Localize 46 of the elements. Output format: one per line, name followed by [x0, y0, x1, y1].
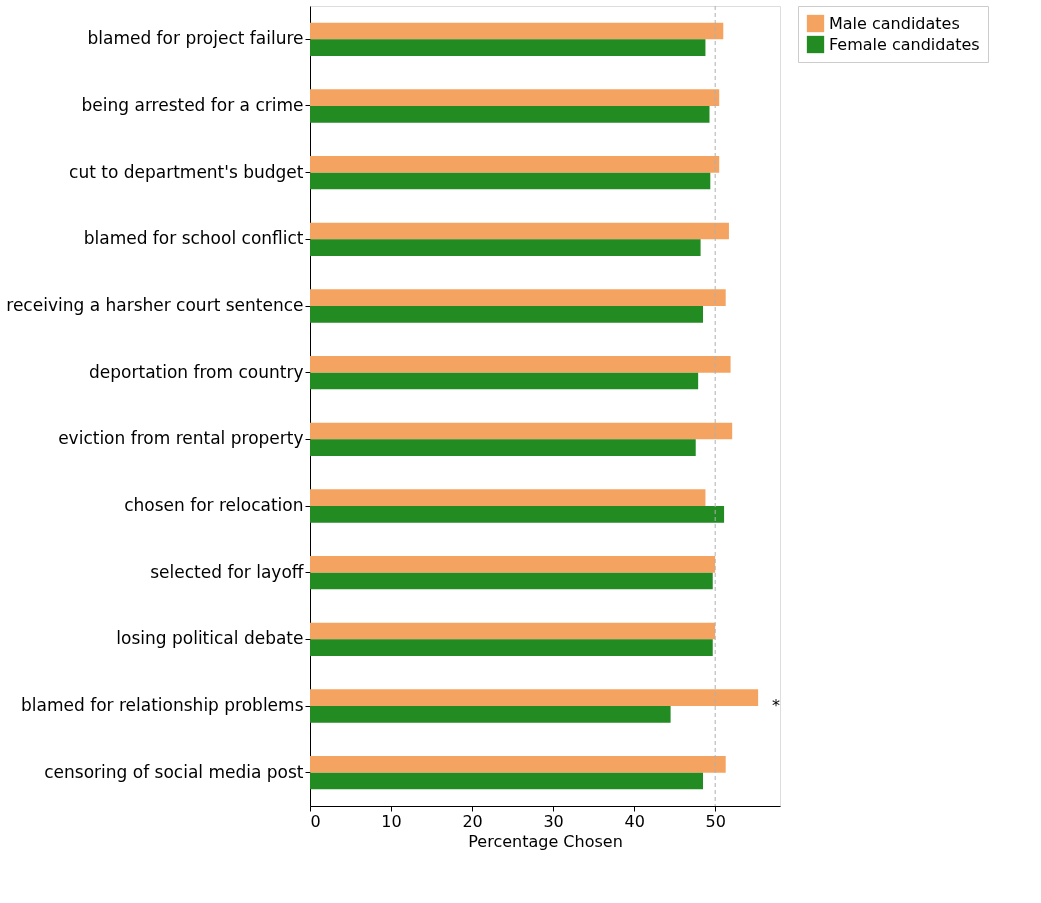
- y-tick-label: blamed for school conflict: [83, 228, 304, 249]
- bar: [310, 172, 711, 190]
- bar: [310, 439, 696, 456]
- legend-label: Male candidates: [829, 13, 960, 33]
- y-tick-label: blamed for relationship problems: [21, 695, 304, 715]
- bar: [310, 89, 720, 106]
- x-tick-label: 10: [381, 811, 402, 831]
- x-tick-label: 40: [624, 811, 645, 831]
- bar: [310, 156, 720, 173]
- bar: [310, 422, 733, 440]
- legend-label: Female candidates: [829, 34, 980, 54]
- bar: [310, 556, 716, 573]
- x-tick-label: 30: [543, 811, 564, 831]
- y-tick-label: eviction from rental property: [58, 428, 304, 449]
- bar: [310, 356, 731, 373]
- y-tick-label: chosen for relocation: [124, 495, 304, 515]
- bar: [310, 572, 713, 590]
- bar: [310, 372, 699, 390]
- bar: [310, 289, 726, 306]
- y-tick-label: cut to department's budget: [69, 161, 304, 182]
- y-tick-label: censoring of social media post: [44, 761, 304, 782]
- bar: [310, 506, 725, 523]
- y-tick-label: deportation from country: [89, 361, 304, 382]
- bar: [310, 222, 729, 240]
- bar: [310, 756, 726, 773]
- x-tick-label: 20: [462, 811, 483, 831]
- x-axis-title: Percentage Chosen: [468, 831, 623, 851]
- y-tick-label: selected for layoff: [150, 561, 305, 582]
- bar: [310, 772, 704, 790]
- bar: [310, 489, 706, 506]
- bar: [310, 639, 713, 656]
- y-tick-label: being arrested for a crime: [81, 95, 304, 115]
- annotation: *: [772, 696, 781, 715]
- x-tick-label: 50: [705, 811, 726, 831]
- y-tick-label: losing political debate: [116, 628, 304, 649]
- bar: [310, 706, 671, 723]
- bar: [310, 622, 716, 640]
- y-tick-label: receiving a harsher court sentence: [6, 295, 304, 315]
- bar: [310, 22, 724, 40]
- bar: [310, 689, 759, 706]
- bar: [310, 239, 701, 256]
- bar: [310, 306, 704, 323]
- bar: [310, 106, 710, 123]
- y-tick-label: blamed for project failure: [87, 28, 304, 49]
- bar: [310, 39, 706, 56]
- x-tick-label: 0: [310, 811, 321, 831]
